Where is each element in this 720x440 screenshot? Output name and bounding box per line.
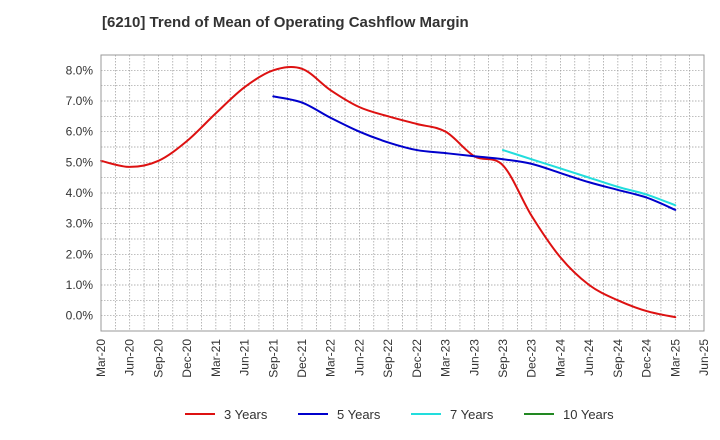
- chart-title: [6210] Trend of Mean of Operating Cashfl…: [102, 14, 469, 31]
- x-tick-label: Dec-21: [295, 339, 309, 378]
- y-tick-label: 6.0%: [66, 125, 94, 139]
- y-tick-label: 7.0%: [66, 94, 94, 108]
- x-tick-label: Mar-22: [324, 339, 338, 377]
- x-tick-label: Sep-22: [381, 339, 395, 378]
- legend-label: 7 Years: [450, 407, 494, 422]
- series-line-3-years: [100, 66, 677, 319]
- x-tick-labels: Mar-20 Jun-20 Sep-20 Dec-20 Mar-21 Jun-21 Sep-…: [94, 339, 711, 378]
- x-tick-label: Sep-21: [266, 339, 280, 378]
- x-tick-label: Jun-25: [697, 339, 711, 376]
- x-tick-label: Mar-24: [553, 339, 567, 377]
- plot-border: [100, 54, 705, 332]
- y-tick-label: 5.0%: [66, 155, 94, 169]
- series-line-7-years: [502, 149, 677, 207]
- legend-label: 10 Years: [563, 407, 614, 422]
- y-tick-label: 1.0%: [66, 278, 94, 292]
- x-tick-label: Mar-23: [439, 339, 453, 377]
- x-tick-label: Dec-20: [180, 339, 194, 378]
- y-tick-label: 3.0%: [66, 217, 94, 231]
- y-tick-label: 0.0%: [66, 309, 94, 323]
- x-tick-label: Jun-24: [582, 339, 596, 376]
- x-tick-label: Sep-24: [611, 339, 625, 378]
- x-tick-label: Dec-23: [525, 339, 539, 378]
- x-tick-label: Dec-22: [410, 339, 424, 378]
- series-lines: [100, 66, 677, 319]
- x-tick-label: Jun-21: [238, 339, 252, 376]
- y-tick-label: 2.0%: [66, 247, 94, 261]
- series-line-5-years: [272, 95, 677, 211]
- y-tick-labels: 0.0% 1.0% 2.0% 3.0% 4.0% 5.0% 6.0% 7.0% 8.0%: [66, 63, 94, 322]
- x-tick-label: Mar-25: [668, 339, 682, 377]
- y-tick-label: 8.0%: [66, 63, 94, 77]
- x-tick-label: Sep-20: [151, 339, 165, 378]
- x-tick-label: Mar-20: [94, 339, 108, 377]
- x-tick-label: Sep-23: [496, 339, 510, 378]
- x-tick-label: Jun-20: [123, 339, 137, 376]
- y-tick-label: 4.0%: [66, 186, 94, 200]
- x-tick-label: Dec-24: [640, 339, 654, 378]
- x-tick-label: Mar-21: [209, 339, 223, 377]
- x-tick-label: Jun-22: [352, 339, 366, 376]
- x-tick-label: Jun-23: [467, 339, 481, 376]
- legend: 3 Years 5 Years 7 Years 10 Years: [185, 407, 614, 422]
- legend-label: 5 Years: [337, 407, 381, 422]
- legend-label: 3 Years: [224, 407, 268, 422]
- grid: [101, 55, 704, 331]
